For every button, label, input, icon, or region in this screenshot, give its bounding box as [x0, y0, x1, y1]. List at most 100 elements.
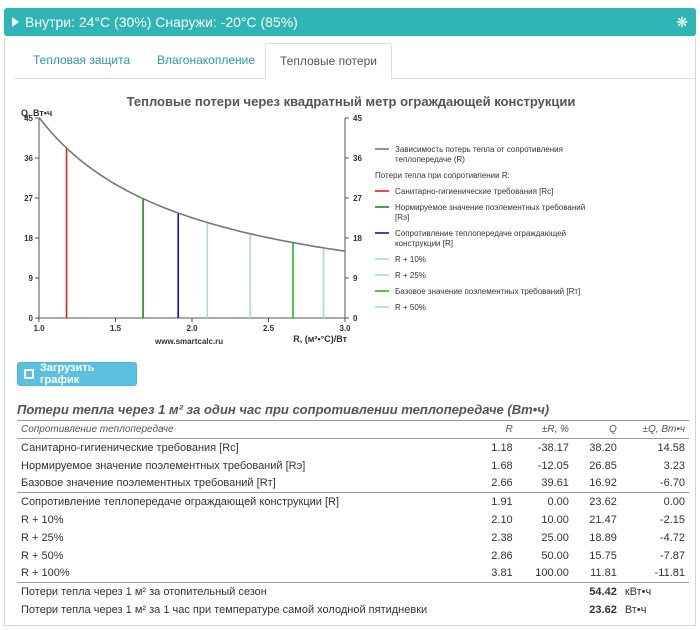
tab-thermal-protection[interactable]: Тепловая защита [33, 53, 131, 67]
table-row: R + 100% 3.81 100.00 11.81 -11.81 [17, 565, 689, 583]
x-tick-label: 1.0 [33, 324, 45, 333]
y-tick-label-right: 27 [353, 194, 362, 203]
legend-label: Сопротивление теплопередаче ограждающей к… [395, 229, 566, 248]
x-axis-label: R, (м²•°С)/Вт [293, 334, 347, 344]
x-tick-label: 2.5 [263, 324, 275, 333]
snowflake-icon[interactable]: ❋ [676, 13, 688, 30]
summary-value: 23.62 [589, 603, 617, 616]
table-row: R + 10% 2.10 10.00 21.47 -2.15 [17, 511, 689, 529]
summary-unit: Вт•ч [624, 603, 647, 616]
y-tick-label-left: 0 [29, 314, 34, 323]
col-header-dq: ±Q, Вт•ч [620, 420, 689, 439]
table-cell: 0.00 [620, 492, 689, 511]
table-title: Потери тепла через 1 м² за один час при … [17, 402, 550, 417]
table-cell: -2.15 [659, 513, 685, 526]
legend-text-line: Потери тепла при сопротивлении R: [375, 171, 510, 180]
table-cell: -38.17 [537, 441, 569, 454]
legend-heading: Потери тепла при сопротивлении R: [375, 171, 510, 180]
header-title: Внутри: 24°C (30%) Снаружи: -20°C (85%) [25, 14, 298, 30]
y-tick-label-right: 18 [353, 234, 362, 243]
heat-loss-chart: 0 0 9 9 18 18 27 27 36 36 45 45 1.0 1.5 2.0 2.5 3.0 Q, Вт… [21, 108, 585, 346]
y-tick-label-right: 0 [353, 314, 358, 323]
table-header-row: Сопротивление теплопередаче R ±R, % Q ±Q… [17, 420, 689, 439]
summary-unit: кВт•ч [620, 582, 689, 601]
table-cell: -6.70 [659, 477, 685, 490]
table-cell: 0.00 [516, 492, 573, 511]
legend-curve-label: Зависимость потерь тепла от сопротивлени… [395, 145, 563, 164]
table-cell: 25.00 [541, 531, 569, 544]
legend-text-line: Сопротивление теплопередаче ограждающей [395, 229, 566, 238]
col-header-dr: ±R, % [516, 420, 573, 439]
table-cell: 3.81 [491, 567, 513, 580]
table-cell: 2.86 [491, 549, 513, 562]
legend-text-line: Санитарно-гигиенические требования [Rс] [395, 187, 553, 196]
table-row: R + 50% 2.86 50.00 15.75 -7.87 [17, 547, 689, 565]
tab-bar: Тепловая защита Влагонакопление Тепловые… [15, 43, 695, 80]
table-cell: 100.00 [535, 567, 569, 580]
heat-loss-curve [38, 117, 346, 252]
header-bar[interactable]: Внутри: 24°C (30%) Снаружи: -20°C (85%) … [4, 8, 696, 36]
download-chart-label: Загрузить график [39, 362, 95, 386]
col-header-r: R [477, 420, 517, 439]
table-cell: 50.00 [541, 549, 569, 562]
tab-moisture[interactable]: Влагонакопление [157, 53, 256, 67]
heat-loss-table: Сопротивление теплопередаче R ±R, % Q ±Q… [17, 420, 689, 619]
download-chart-button[interactable]: Загрузить график [17, 362, 137, 386]
table-cell: 23.62 [572, 492, 621, 511]
table-cell: R + 25% [21, 531, 64, 544]
y-tick-label-left: 27 [24, 194, 33, 203]
legend-text-line: Базовое значение поэлементных требований… [395, 287, 580, 296]
y-tick-label-left: 45 [24, 114, 33, 123]
table-cell: Нормируемое значение поэлементных требов… [21, 459, 306, 472]
table-row: Сопротивление теплопередаче ограждающей … [17, 492, 689, 511]
table-cell: 10.00 [541, 513, 569, 526]
table-cell: R + 100% [21, 567, 70, 580]
caret-right-icon [12, 17, 19, 27]
legend-text-line: R + 25% [395, 271, 426, 280]
main-panel: Тепловая защита Влагонакопление Тепловые… [4, 38, 696, 626]
table-cell: 2.66 [491, 477, 513, 490]
summary-label: Потери тепла через 1 м² за отопительный … [17, 582, 573, 601]
summary-row: Потери тепла через 1 м² за отопительный … [17, 582, 689, 601]
x-tick-label: 2.0 [186, 324, 198, 333]
table-cell: 11.81 [590, 567, 617, 580]
table-cell: -7.87 [659, 549, 685, 562]
x-tick-label: 1.5 [110, 324, 122, 333]
legend-label: Базовое значение поэлементных требований… [395, 287, 580, 296]
y-tick-label-right: 45 [353, 114, 362, 123]
table-row: Санитарно-гигиенические требования [Rс] 1… [17, 439, 689, 457]
summary-label: Потери тепла через 1 м² за 1 час при тем… [21, 603, 428, 616]
col-header-resistance: Сопротивление теплопередаче [17, 420, 477, 439]
table-cell: 1.68 [491, 459, 513, 472]
legend-text-line: R + 50% [395, 303, 426, 312]
table-row: Нормируемое значение поэлементных требов… [17, 457, 689, 475]
y-axis-label: Q, Вт•ч [21, 108, 52, 118]
table-cell: 38.20 [589, 441, 617, 454]
tab-heat-loss[interactable]: Тепловые потери [265, 43, 392, 80]
table-cell: 26.85 [589, 459, 617, 472]
table-cell: R + 10% [21, 513, 64, 526]
table-cell: -4.72 [659, 531, 685, 544]
y-tick-label-right: 9 [353, 274, 358, 283]
table-cell: 16.92 [589, 477, 617, 490]
chart-title: Тепловые потери через квадратный метр ог… [126, 94, 576, 109]
summary-row: Потери тепла через 1 м² за 1 час при тем… [17, 601, 689, 619]
table-cell: 3.23 [663, 459, 685, 472]
table-cell: 15.75 [589, 549, 617, 562]
legend-label: Нормируемое значение поэлементных требов… [395, 203, 585, 222]
legend-label: R + 10% [395, 255, 426, 264]
legend-label: R + 50% [395, 303, 426, 312]
table-cell: R + 50% [21, 549, 64, 562]
table-cell: Сопротивление теплопередаче ограждающей … [17, 492, 477, 511]
watermark: www.smartcalc.ru [154, 337, 223, 346]
summary-value: 54.42 [572, 582, 621, 601]
legend-text-line: Нормируемое значение поэлементных требов… [395, 203, 585, 212]
y-tick-label-right: 36 [353, 154, 362, 163]
legend-label: R + 25% [395, 271, 426, 280]
table-row: Базовое значение поэлементных требований… [17, 475, 689, 493]
y-tick-label-left: 36 [24, 154, 33, 163]
table-cell: Санитарно-гигиенические требования [Rс] [21, 441, 239, 454]
col-header-q: Q [572, 420, 621, 439]
table-cell: Базовое значение поэлементных требований… [21, 477, 276, 490]
x-tick-label: 3.0 [339, 324, 351, 333]
